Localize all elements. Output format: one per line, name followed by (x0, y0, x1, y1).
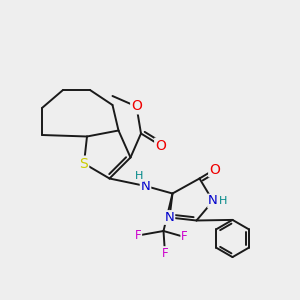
Text: N: N (141, 179, 150, 193)
Text: O: O (209, 163, 220, 176)
Text: O: O (155, 139, 166, 152)
Text: H: H (135, 171, 144, 182)
Text: F: F (181, 230, 188, 244)
Text: N: N (165, 211, 174, 224)
Text: N: N (208, 194, 218, 208)
Text: O: O (131, 100, 142, 113)
Text: H: H (219, 196, 228, 206)
Text: S: S (80, 157, 88, 170)
Text: F: F (162, 247, 168, 260)
Text: F: F (135, 229, 141, 242)
